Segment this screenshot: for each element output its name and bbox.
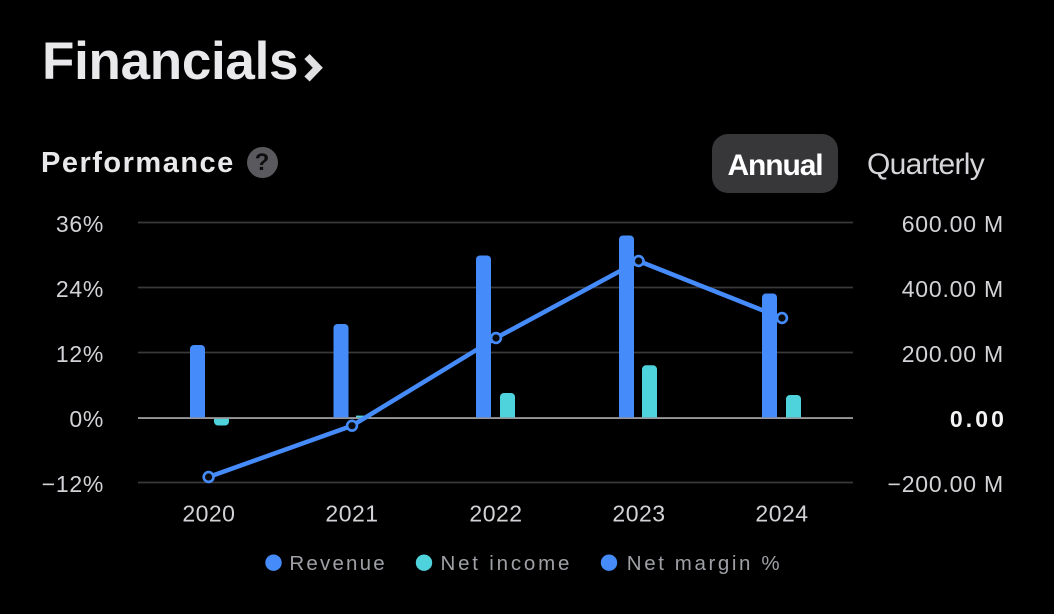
svg-text:Revenue: Revenue — [289, 552, 386, 575]
svg-text:2024: 2024 — [755, 501, 808, 527]
svg-text:2020: 2020 — [182, 501, 235, 527]
svg-text:0.00: 0.00 — [950, 406, 1007, 432]
svg-text:12%: 12% — [56, 341, 104, 367]
svg-text:Net income: Net income — [441, 552, 573, 575]
svg-text:2022: 2022 — [469, 501, 522, 527]
svg-text:400.00 M: 400.00 M — [902, 276, 1004, 302]
svg-text:24%: 24% — [56, 276, 104, 302]
svg-text:2023: 2023 — [612, 501, 665, 527]
svg-text:0%: 0% — [69, 406, 104, 432]
svg-text:−200.00 M: −200.00 M — [887, 471, 1004, 497]
svg-text:200.00 M: 200.00 M — [902, 341, 1004, 367]
svg-text:−12%: −12% — [42, 471, 104, 497]
svg-text:2021: 2021 — [325, 501, 378, 527]
svg-text:36%: 36% — [56, 211, 104, 237]
svg-text:600.00 M: 600.00 M — [902, 211, 1004, 237]
svg-text:Net margin %: Net margin % — [627, 552, 782, 575]
